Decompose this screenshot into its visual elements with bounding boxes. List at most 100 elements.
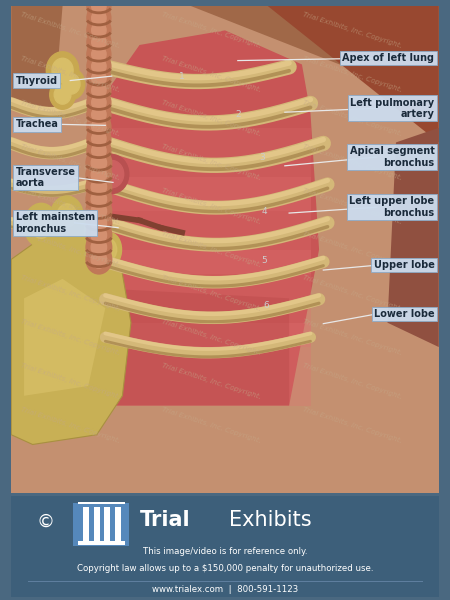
Text: 2: 2 [235,110,241,119]
Circle shape [87,125,111,152]
Circle shape [87,101,111,128]
Circle shape [91,226,107,244]
Text: 4: 4 [261,206,267,215]
Text: Apex of left lung: Apex of left lung [342,53,435,63]
Text: Trial Exhibits, Inc. Copyright.: Trial Exhibits, Inc. Copyright. [161,230,261,269]
Circle shape [92,106,106,123]
Circle shape [87,77,111,104]
Text: Trial Exhibits, Inc. Copyright.: Trial Exhibits, Inc. Copyright. [161,55,261,93]
Text: Trial Exhibits, Inc. Copyright.: Trial Exhibits, Inc. Copyright. [302,230,403,269]
Ellipse shape [103,239,117,260]
Text: Trial Exhibits, Inc. Copyright.: Trial Exhibits, Inc. Copyright. [20,11,121,49]
FancyBboxPatch shape [11,496,439,597]
Polygon shape [387,128,439,347]
Circle shape [94,155,129,194]
Text: Transverse
aorta: Transverse aorta [15,167,76,188]
Circle shape [62,74,80,94]
Circle shape [91,202,107,220]
Circle shape [91,154,107,172]
Text: Apical segment
bronchus: Apical segment bronchus [350,146,435,168]
Circle shape [86,233,112,262]
Polygon shape [11,6,439,493]
Text: Trial Exhibits, Inc. Copyright.: Trial Exhibits, Inc. Copyright. [20,55,121,93]
Circle shape [52,58,73,82]
Polygon shape [11,6,63,113]
Circle shape [87,29,111,56]
Text: Upper lobe: Upper lobe [374,260,435,270]
Text: Trial Exhibits, Inc. Copyright.: Trial Exhibits, Inc. Copyright. [20,143,121,181]
Circle shape [54,85,71,104]
Text: 3: 3 [259,153,265,162]
Circle shape [92,0,106,14]
Text: Left upper lobe
bronchus: Left upper lobe bronchus [349,196,435,218]
Text: Trial Exhibits, Inc. Copyright.: Trial Exhibits, Inc. Copyright. [20,274,121,313]
Polygon shape [105,250,310,347]
Circle shape [91,166,107,184]
FancyBboxPatch shape [115,507,121,541]
Circle shape [91,190,107,208]
Text: Trial Exhibits, Inc. Copyright.: Trial Exhibits, Inc. Copyright. [161,362,261,400]
Circle shape [92,46,106,62]
Circle shape [92,94,106,110]
Polygon shape [77,502,125,504]
Circle shape [87,16,111,44]
Circle shape [91,214,107,232]
Text: 6: 6 [264,301,270,310]
Ellipse shape [84,219,101,241]
Text: Trial Exhibits, Inc. Copyright.: Trial Exhibits, Inc. Copyright. [302,406,403,444]
Text: Trial Exhibits, Inc. Copyright.: Trial Exhibits, Inc. Copyright. [161,99,261,137]
Circle shape [87,4,111,32]
Circle shape [100,160,124,188]
Text: Exhibits: Exhibits [230,511,312,530]
Circle shape [50,80,76,109]
Circle shape [46,52,79,89]
Circle shape [87,65,111,92]
Text: Left pulmonary
artery: Left pulmonary artery [351,98,435,119]
Text: www.trialex.com  |  800-591-1123: www.trialex.com | 800-591-1123 [152,586,298,595]
Polygon shape [191,6,439,103]
Text: Trial Exhibits, Inc. Copyright.: Trial Exhibits, Inc. Copyright. [20,406,121,444]
Circle shape [91,251,107,268]
Ellipse shape [79,212,106,248]
Text: Trial Exhibits, Inc. Copyright.: Trial Exhibits, Inc. Copyright. [20,99,121,137]
Text: Trial Exhibits, Inc. Copyright.: Trial Exhibits, Inc. Copyright. [161,11,261,49]
Text: Trial Exhibits, Inc. Copyright.: Trial Exhibits, Inc. Copyright. [161,406,261,444]
Circle shape [87,89,111,116]
Polygon shape [105,176,310,274]
Circle shape [87,41,111,68]
Text: Trial Exhibits, Inc. Copyright.: Trial Exhibits, Inc. Copyright. [302,143,403,181]
Circle shape [92,82,106,98]
Text: Trial Exhibits, Inc. Copyright.: Trial Exhibits, Inc. Copyright. [302,274,403,313]
Text: Thyroid: Thyroid [15,76,58,86]
Text: Trial Exhibits, Inc. Copyright.: Trial Exhibits, Inc. Copyright. [302,362,403,400]
Text: Trial Exhibits, Inc. Copyright.: Trial Exhibits, Inc. Copyright. [302,187,403,225]
FancyBboxPatch shape [77,541,125,545]
Ellipse shape [31,212,51,238]
Circle shape [86,245,112,274]
Polygon shape [24,279,105,396]
FancyBboxPatch shape [73,503,129,545]
Polygon shape [105,323,310,406]
Circle shape [86,172,112,202]
Circle shape [87,137,111,164]
Circle shape [86,209,112,238]
Circle shape [86,148,112,178]
Circle shape [92,58,106,74]
Circle shape [92,10,106,26]
Text: Trachea: Trachea [15,119,58,130]
Text: Left mainstem
bronchus: Left mainstem bronchus [15,212,94,233]
Text: Trial Exhibits, Inc. Copyright.: Trial Exhibits, Inc. Copyright. [20,230,121,269]
Text: Trial Exhibits, Inc. Copyright.: Trial Exhibits, Inc. Copyright. [302,55,403,93]
FancyBboxPatch shape [94,507,100,541]
Polygon shape [268,6,439,142]
Circle shape [92,131,106,147]
Text: Trial: Trial [140,511,190,530]
Circle shape [92,34,106,50]
Text: This image/video is for reference only.: This image/video is for reference only. [143,547,307,556]
Circle shape [86,221,112,250]
Polygon shape [105,31,319,406]
Text: Trial Exhibits, Inc. Copyright.: Trial Exhibits, Inc. Copyright. [20,187,121,225]
Ellipse shape [98,233,122,266]
Circle shape [87,53,111,80]
Text: Trial Exhibits, Inc. Copyright.: Trial Exhibits, Inc. Copyright. [161,319,261,356]
